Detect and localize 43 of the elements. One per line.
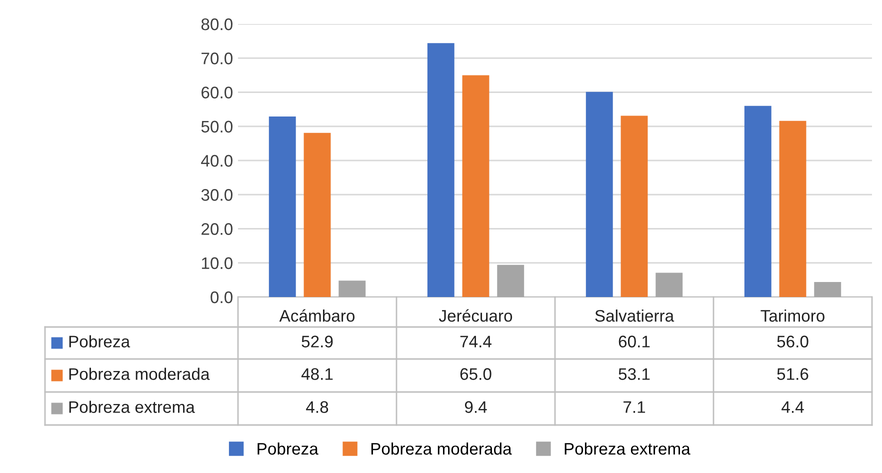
- data-label: 9.4: [464, 401, 487, 413]
- data-label: 60.1: [618, 336, 650, 348]
- bar: [497, 264, 524, 297]
- data-label: 51.6: [777, 368, 808, 380]
- bar: [744, 106, 772, 297]
- x-tick-label: Tarimoro: [760, 310, 824, 322]
- bar: [586, 92, 613, 297]
- data-label: 65.0: [460, 368, 492, 380]
- y-tick-label: 30.0: [201, 189, 232, 201]
- data-label: 48.1: [301, 368, 333, 380]
- y-tick-label: 0.0: [210, 291, 232, 304]
- x-tick-label: Acámbaro: [279, 309, 355, 322]
- legend-label: Pobreza: [69, 335, 130, 348]
- bar: [620, 116, 648, 297]
- bar: [268, 116, 296, 297]
- y-tick-label: 60.0: [202, 86, 232, 98]
- legend-label: Pobreza moderada: [69, 368, 210, 380]
- bar: [338, 280, 366, 297]
- y-tick-label: 20.0: [202, 223, 232, 235]
- text: Pobreza moderada: [371, 442, 512, 455]
- data-label: 7.1: [624, 401, 646, 413]
- text: Pobreza extrema: [69, 400, 195, 413]
- y-tick-label: 50.0: [201, 120, 232, 133]
- text: Pobreza: [258, 442, 318, 455]
- bar: [656, 272, 683, 297]
- y-tick-label: 10.0: [202, 257, 232, 270]
- data-label: 4.4: [782, 401, 804, 413]
- data-label: 56.0: [777, 336, 808, 348]
- data-label: 74.4: [460, 336, 492, 348]
- legend-label: Pobreza extrema: [564, 442, 690, 455]
- y-tick-label: 40.0: [201, 154, 232, 167]
- data-label: 4.8: [306, 401, 328, 413]
- x-tick-label: Salvatierra: [595, 310, 674, 322]
- data-label: 52.9: [302, 336, 333, 348]
- bar: [779, 120, 806, 297]
- x-tick-label: Jerécuaro: [438, 309, 512, 322]
- bar: [814, 282, 842, 297]
- bar: [427, 43, 454, 297]
- bar: [304, 132, 331, 297]
- y-tick-label: 80.0: [201, 18, 232, 30]
- y-tick-label: 70.0: [202, 52, 232, 64]
- data-label: 53.1: [618, 368, 650, 380]
- bar: [462, 75, 490, 297]
